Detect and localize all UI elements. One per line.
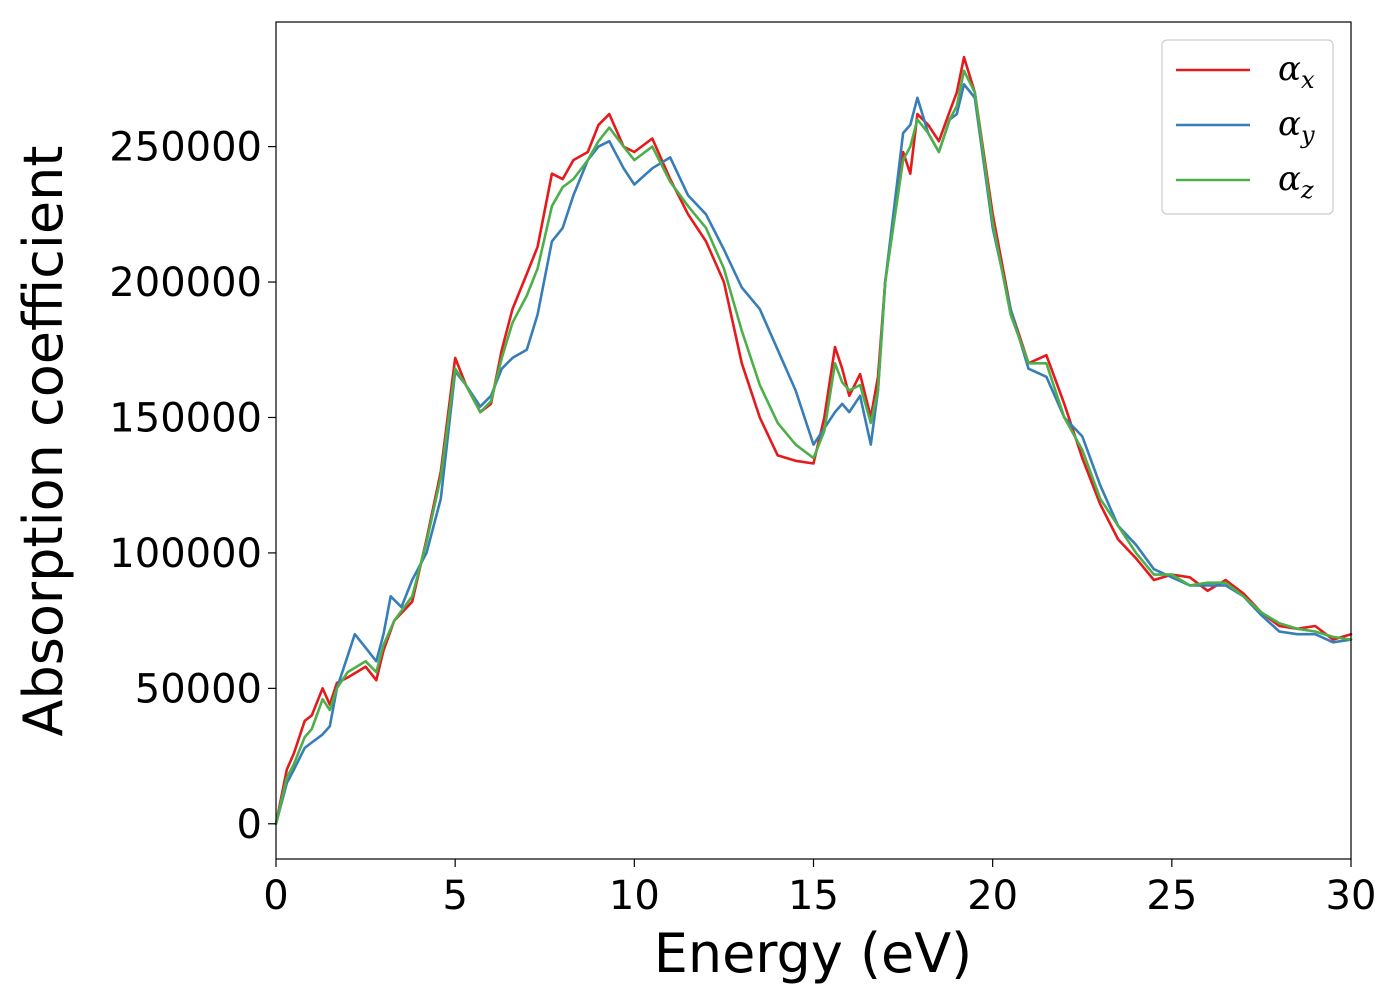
x-tick-label: 15: [788, 873, 839, 919]
series-line-alpha-y: [274, 83, 1353, 826]
y-tick-label: 100000: [109, 531, 262, 577]
x-axis-label: Energy (eV): [654, 922, 973, 985]
series-lines: [274, 55, 1353, 826]
x-tick-label: 0: [263, 873, 288, 919]
y-tick-label: 0: [237, 802, 262, 848]
x-tick-label: 25: [1146, 873, 1197, 919]
x-tick-label: 10: [609, 873, 660, 919]
x-tick-label: 5: [442, 873, 467, 919]
y-tick-label: 250000: [109, 125, 262, 171]
y-tick-label: 50000: [135, 666, 262, 712]
x-tick-label: 20: [967, 873, 1018, 919]
x-axis-ticks: 0 5 10 15 20 25 30: [263, 859, 1376, 919]
x-tick-label: 30: [1326, 873, 1377, 919]
series-line-alpha-z: [274, 69, 1353, 826]
legend-box: [1161, 39, 1334, 215]
y-tick-label: 200000: [109, 260, 262, 306]
y-axis-label: Absorption coefficient: [12, 146, 75, 737]
y-axis-ticks: 0 50000 100000 150000 200000 250000: [109, 125, 276, 848]
y-tick-label: 150000: [109, 395, 262, 441]
